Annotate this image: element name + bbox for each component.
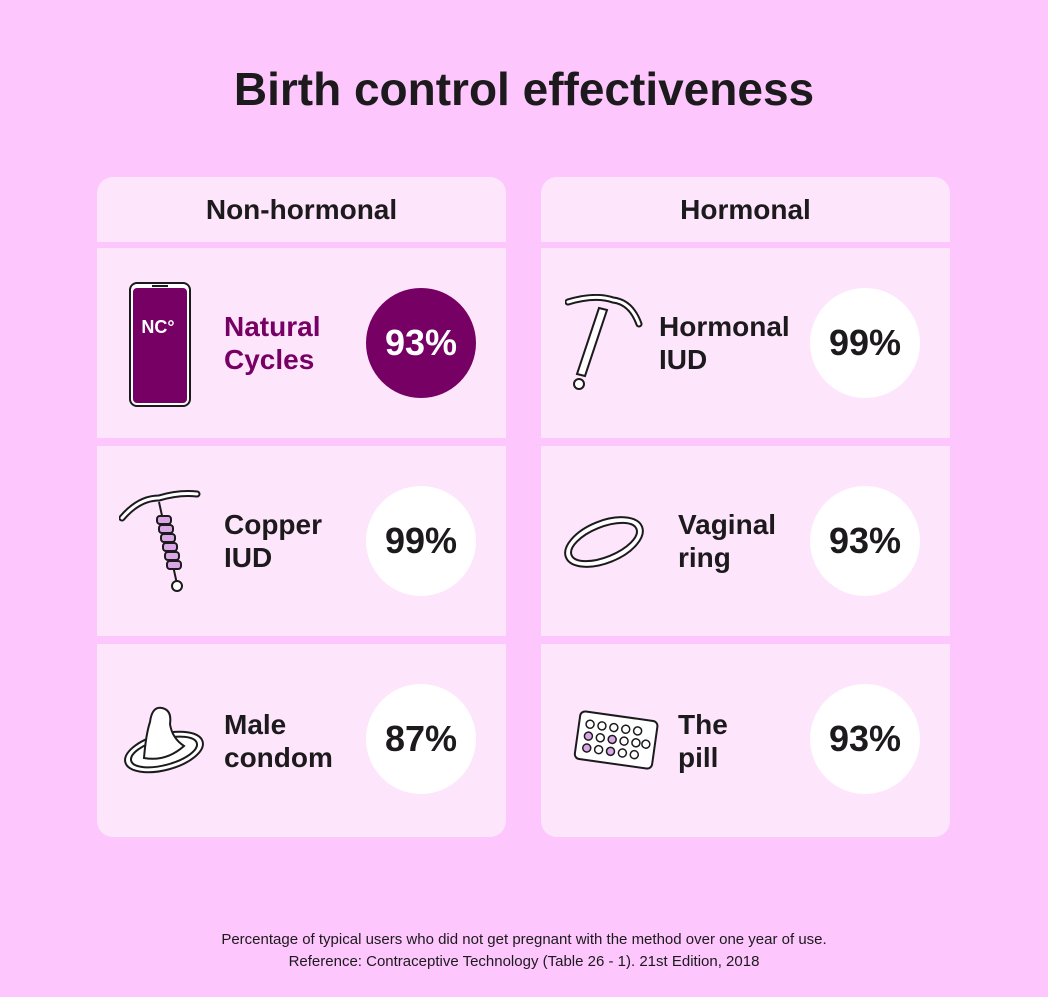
- condom-icon: [124, 706, 204, 774]
- method-label: Natural Cycles: [224, 310, 320, 376]
- column-heading: Hormonal: [541, 177, 950, 242]
- pill-icon: [573, 710, 659, 770]
- effectiveness: 93%: [810, 486, 920, 596]
- label-line: IUD: [224, 542, 273, 573]
- method-card: NC° Natural Cycles 93%: [97, 248, 506, 438]
- phone-icon: NC°: [129, 282, 191, 407]
- label-line: Hormonal: [659, 311, 790, 342]
- effectiveness: 93%: [810, 684, 920, 794]
- ring-icon: [564, 516, 644, 568]
- method-label: Male condom: [224, 708, 333, 774]
- label-line: Vaginal: [678, 509, 777, 540]
- label-line: Copper: [224, 509, 322, 540]
- method-label: The pill: [678, 708, 728, 774]
- column-heading: Non-hormonal: [97, 177, 506, 242]
- method-card: Vaginal ring 93%: [541, 446, 950, 636]
- method-card: Male condom 87%: [97, 644, 506, 837]
- footer: Percentage of typical users who did not …: [0, 929, 1048, 973]
- footnote: Percentage of typical users who did not …: [221, 931, 827, 948]
- effectiveness: 93%: [366, 288, 476, 398]
- label-line: The: [678, 708, 728, 740]
- effectiveness: 87%: [366, 684, 476, 794]
- method-card: Copper IUD 99%: [97, 446, 506, 636]
- method-card: The pill 93%: [541, 644, 950, 837]
- label-line: pill: [678, 741, 719, 773]
- label-line: Natural: [224, 311, 321, 342]
- label-line: Cycles: [224, 344, 315, 375]
- hormonal-iud-icon: [565, 294, 643, 390]
- reference: Reference: Contraceptive Technology (Tab…: [288, 953, 760, 970]
- copper-iud-icon: [119, 490, 201, 592]
- method-label: Vaginal ring: [678, 508, 776, 574]
- label-line: ring: [678, 542, 731, 573]
- label-line: Male: [224, 708, 287, 740]
- method-card: Hormonal IUD 99%: [541, 248, 950, 438]
- effectiveness: 99%: [810, 288, 920, 398]
- title: Birth control effectiveness: [233, 63, 815, 115]
- label-line: condom: [224, 741, 333, 773]
- label-line: IUD: [659, 344, 708, 375]
- effectiveness: 99%: [366, 486, 476, 596]
- method-label: Copper IUD: [224, 508, 322, 574]
- icon-text: NC°: [141, 317, 174, 337]
- method-label: Hormonal IUD: [659, 310, 790, 376]
